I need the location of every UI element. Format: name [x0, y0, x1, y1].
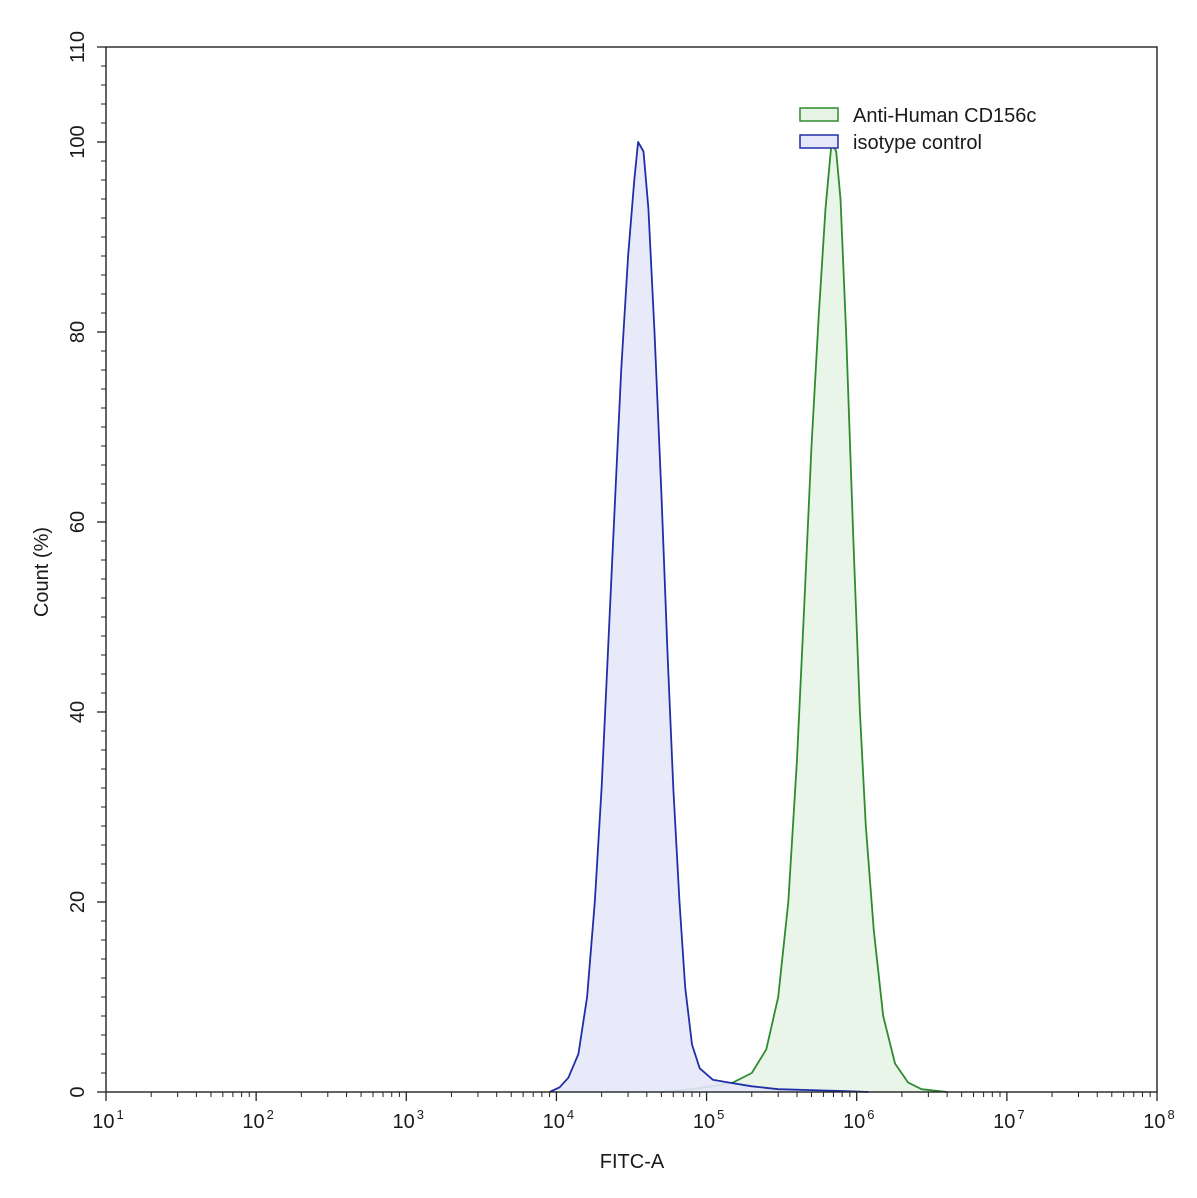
x-tick-label-3: 10 4 [543, 1107, 574, 1133]
series-layer [549, 141, 948, 1093]
y-tick-label-1: 20 [67, 891, 89, 913]
y-tick-label-5: 100 [67, 125, 89, 158]
y-axis-title: Count (%) [31, 527, 53, 617]
series-area-1 [549, 142, 869, 1092]
series-line-1 [549, 141, 869, 1093]
x-tick-label-6: 10 7 [993, 1107, 1024, 1133]
y-tick-label-4: 80 [67, 321, 89, 343]
x-axis-title: FITC-A [600, 1151, 665, 1173]
x-tick-label-0: 10 1 [92, 1107, 123, 1133]
legend-swatch-1 [799, 134, 839, 149]
y-tick-label-3: 60 [67, 511, 89, 533]
x-tick-label-5: 10 6 [843, 1107, 874, 1133]
legend: Anti-Human CD156c isotype control [799, 105, 1036, 154]
series-line-0 [661, 141, 948, 1093]
x-tick-label-7: 10 8 [1143, 1107, 1174, 1133]
y-tick-label-0: 0 [67, 1086, 89, 1097]
y-tick-label-6: 110 [67, 31, 89, 63]
legend-label-1: isotype control [853, 132, 982, 154]
legend-swatch-0 [799, 107, 839, 122]
y-tick-label-2: 40 [67, 701, 89, 723]
x-tick-label-4: 10 5 [693, 1107, 724, 1133]
x-tick-label-2: 10 3 [393, 1107, 424, 1133]
plot-frame [105, 46, 1158, 1093]
legend-label-0: Anti-Human CD156c [853, 105, 1036, 127]
x-tick-label-1: 10 2 [242, 1107, 273, 1133]
axes-layer: 10 1 10 2 10 3 10 4 10 5 10 6 10 7 10 8 0 20 40 60 80 100 110 [67, 31, 1175, 1133]
